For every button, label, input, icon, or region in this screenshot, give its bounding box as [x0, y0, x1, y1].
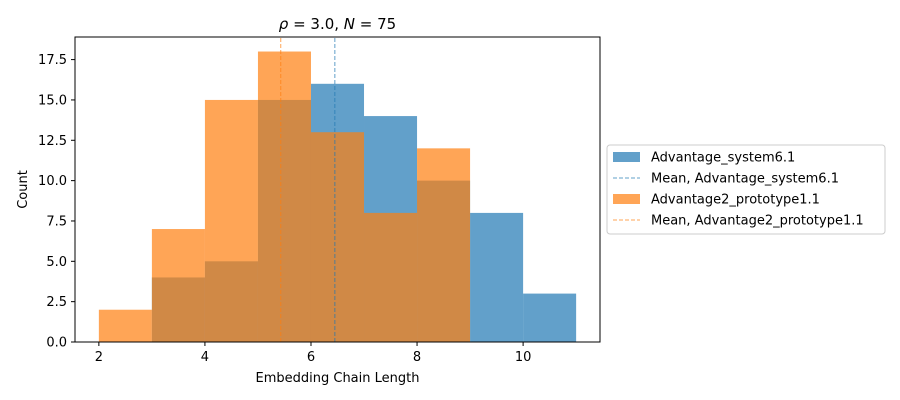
x-axis: 2 4 6 8 10: [95, 342, 532, 365]
bar: [523, 293, 577, 342]
bar: [417, 148, 471, 342]
y-axis: 0.0 2.5 5.0 7.5 10.0 12.5 15.0 17.5: [38, 53, 75, 351]
mean-lines: [280, 37, 336, 342]
x-tick-label: 4: [201, 350, 209, 365]
legend-label: Advantage_system6.1: [651, 151, 795, 166]
bar: [364, 212, 418, 342]
legend-swatch: [613, 152, 640, 162]
y-tick-label: 0.0: [46, 336, 67, 351]
legend-swatch: [613, 194, 640, 204]
legend-frame: [606, 144, 886, 235]
x-tick-label: 8: [413, 350, 421, 365]
bar: [151, 229, 205, 342]
legend-label: Advantage2_prototype1.1: [651, 193, 820, 208]
x-tick-label: 6: [307, 350, 315, 365]
plot-frame: [74, 36, 601, 343]
legend-label: Mean, Advantage_system6.1: [651, 172, 839, 187]
y-tick-label: 10.0: [38, 174, 67, 189]
legend-label: Mean, Advantage2_prototype1.1: [651, 214, 864, 229]
y-tick-label: 5.0: [46, 255, 67, 270]
chart-title: ρ = 3.0, N = 75: [279, 15, 396, 33]
x-tick-label: 10: [515, 350, 532, 365]
bar: [310, 132, 365, 342]
bar: [257, 51, 311, 343]
y-tick-label: 2.5: [46, 295, 67, 310]
bar: [470, 212, 524, 342]
y-tick-label: 15.0: [38, 93, 67, 108]
x-axis-label: Embedding Chain Length: [256, 371, 420, 386]
legend: Advantage_system6.1 Mean, Advantage_syste…: [606, 144, 886, 235]
y-tick-label: 12.5: [38, 134, 67, 149]
y-axis-label: Count: [16, 170, 31, 209]
bars-series-1: [98, 51, 471, 343]
y-tick-label: 7.5: [46, 214, 67, 229]
bar: [98, 309, 152, 342]
y-tick-label: 17.5: [38, 53, 67, 68]
bar: [204, 99, 258, 342]
x-tick-label: 2: [95, 350, 103, 365]
